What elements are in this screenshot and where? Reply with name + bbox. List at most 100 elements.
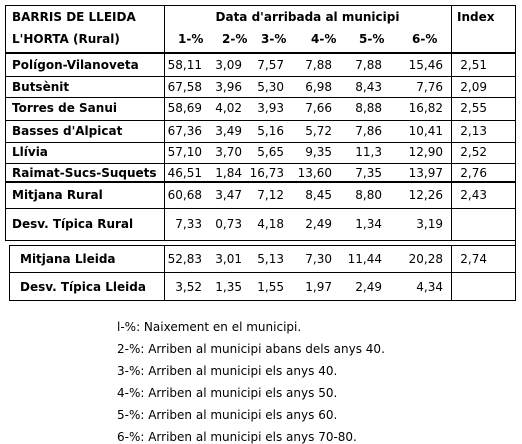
table-row-label: Butsènit: [12, 80, 70, 94]
table-cell: 1,55: [257, 280, 284, 294]
grid-line-horizontal: [5, 181, 516, 183]
grid-line-horizontal: [5, 76, 516, 77]
legend-item: 6-%: Arriben al municipi els anys 70-80.: [117, 430, 357, 444]
table-cell: 0,73: [215, 217, 242, 231]
grid-line-horizontal: [5, 52, 516, 54]
table-cell: 5,30: [257, 80, 284, 94]
table-cell: 8,43: [355, 80, 382, 94]
grid-line-vertical: [515, 5, 516, 301]
table-cell: 7,30: [305, 252, 332, 266]
table-cell: 5,16: [257, 124, 284, 138]
grid-line-horizontal: [5, 240, 516, 241]
grid-line-horizontal: [9, 272, 516, 273]
table-cell: 52,83: [167, 252, 202, 266]
table-cell: 7,12: [257, 188, 284, 202]
table-cell: 9,35: [305, 145, 332, 159]
table-cell: 3,01: [215, 252, 242, 266]
table-cell: 3,93: [257, 101, 284, 115]
legend-item: 3-%: Arriben al municipi els anys 40.: [117, 364, 338, 378]
table-cell: 8,80: [355, 188, 382, 202]
desv-rural-row-label: Desv. Típica Rural: [12, 217, 134, 231]
table-cell: 3,19: [416, 217, 443, 231]
mitjana-lleida-row-label: Mitjana Lleida: [20, 252, 116, 266]
grid-line-horizontal: [5, 5, 516, 6]
table-cell: 10,41: [408, 124, 443, 138]
table-cell: 8,45: [305, 188, 332, 202]
legend-item: 5-%: Arriben al municipi els anys 60.: [117, 408, 338, 422]
grid-line-vertical: [5, 5, 6, 241]
grid-line-horizontal: [5, 97, 516, 98]
table-cell: 58,69: [167, 101, 202, 115]
index-cell: 2,09: [460, 80, 487, 94]
table-cell: 4,02: [215, 101, 242, 115]
table-cell: 1,97: [305, 280, 332, 294]
grid-line-horizontal: [5, 142, 516, 143]
grid-line-vertical: [164, 245, 165, 301]
table-cell: 58,11: [167, 58, 202, 72]
table-row-label: Llívia: [12, 145, 48, 159]
table-cell: 15,46: [408, 58, 443, 72]
group-title: Data d'arribada al municipi: [215, 10, 400, 24]
grid-line-horizontal: [9, 245, 516, 246]
table-cell: 13,97: [408, 166, 443, 180]
table-cell: 12,90: [408, 145, 443, 159]
area-title-line1: BARRIS DE LLEIDA: [12, 10, 136, 24]
column-header: 6-%: [412, 32, 438, 46]
table-cell: 3,49: [215, 124, 242, 138]
table-cell: 1,35: [215, 280, 242, 294]
legend-item: l-%: Naixement en el municipi.: [117, 320, 302, 334]
table-cell: 12,26: [408, 188, 443, 202]
table-cell: 7,35: [355, 166, 382, 180]
column-header: 3-%: [261, 32, 287, 46]
table-cell: 57,10: [167, 145, 202, 159]
grid-line-vertical: [451, 245, 452, 301]
table-cell: 7,86: [355, 124, 382, 138]
table-cell: 46,51: [167, 166, 202, 180]
table-cell: 7,88: [355, 58, 382, 72]
legend-item: 2-%: Arriben al municipi abans dels anys…: [117, 342, 385, 356]
column-header: 2-%: [222, 32, 248, 46]
index-header: Index: [457, 10, 495, 24]
table-cell: 3,09: [215, 58, 242, 72]
table-cell: 60,68: [167, 188, 202, 202]
table-cell: 7,88: [305, 58, 332, 72]
table-cell: 7,76: [416, 80, 443, 94]
grid-line-vertical: [164, 5, 165, 241]
table-cell: 4,18: [257, 217, 284, 231]
index-cell: 2,76: [460, 166, 487, 180]
table-cell: 67,36: [167, 124, 202, 138]
grid-line-horizontal: [5, 120, 516, 121]
table-cell: 16,73: [249, 166, 284, 180]
grid-line-horizontal: [5, 163, 516, 164]
table-cell: 20,28: [408, 252, 443, 266]
grid-line-vertical: [451, 5, 452, 241]
area-title-line2: L'HORTA (Rural): [12, 32, 120, 46]
table-cell: 7,57: [257, 58, 284, 72]
table-cell: 3,47: [215, 188, 242, 202]
grid-line-horizontal: [9, 300, 516, 301]
index-cell: 2,74: [460, 252, 487, 266]
table-cell: 16,82: [408, 101, 443, 115]
column-header: 1-%: [178, 32, 204, 46]
table-cell: 5,13: [257, 252, 284, 266]
table-cell: 5,72: [305, 124, 332, 138]
table-cell: 6,98: [305, 80, 332, 94]
table-cell: 3,96: [215, 80, 242, 94]
table-cell: 8,88: [355, 101, 382, 115]
table-cell: 3,70: [215, 145, 242, 159]
legend-item: 4-%: Arriben al municipi els anys 50.: [117, 386, 338, 400]
table-cell: 11,3: [355, 145, 382, 159]
table-cell: 2,49: [305, 217, 332, 231]
table-row-label: Polígon-Vilanoveta: [12, 58, 139, 72]
grid-line-horizontal: [5, 208, 516, 209]
table-cell: 7,66: [305, 101, 332, 115]
table-cell: 11,44: [347, 252, 382, 266]
table-cell: 7,33: [175, 217, 202, 231]
index-cell: 2,43: [460, 188, 487, 202]
table-row-label: Basses d'Alpicat: [12, 124, 123, 138]
table-cell: 1,84: [215, 166, 242, 180]
column-header: 5-%: [359, 32, 385, 46]
index-cell: 2,13: [460, 124, 487, 138]
column-header: 4-%: [311, 32, 337, 46]
table-cell: 5,65: [257, 145, 284, 159]
